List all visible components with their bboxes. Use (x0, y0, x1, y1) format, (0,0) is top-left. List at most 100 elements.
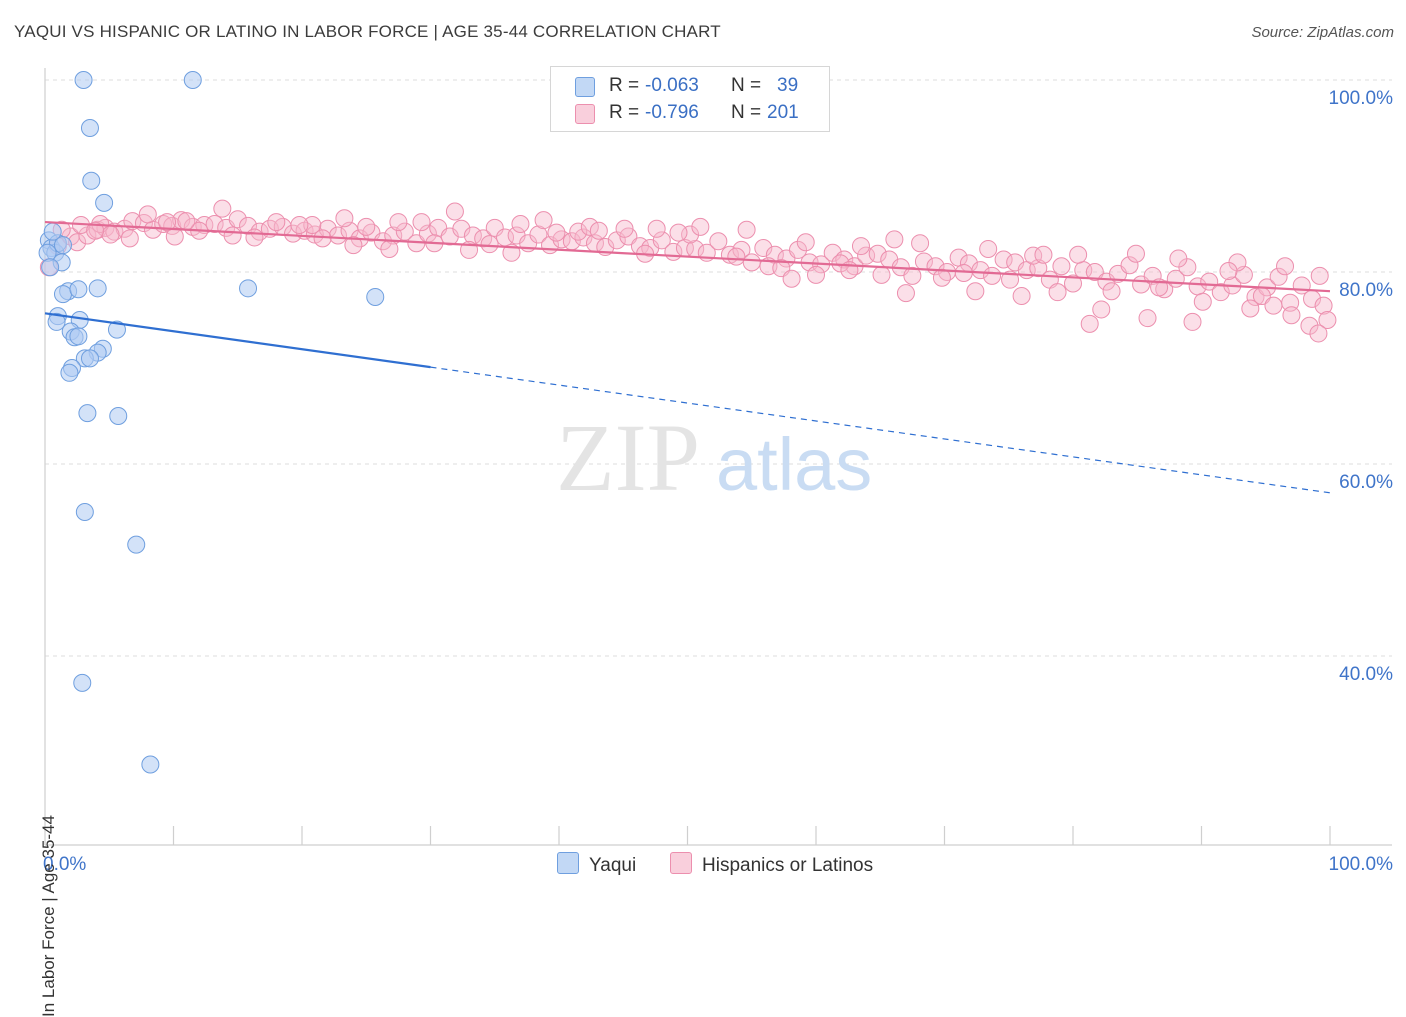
hispanic-point (452, 219, 471, 238)
hispanic-point (823, 243, 842, 262)
hispanic-point (911, 234, 930, 253)
hispanic-point (86, 221, 105, 240)
hispanic-point (138, 205, 157, 224)
hispanic-point (480, 235, 499, 254)
hispanic-point (380, 239, 399, 258)
yaqui-point (43, 222, 62, 241)
bottom-legend-yaqui: Yaqui (557, 852, 636, 877)
hispanic-legend-label: Hispanics or Latinos (702, 855, 874, 876)
hispanic-point (1310, 266, 1329, 285)
yaqui-point (69, 327, 88, 346)
legend-r-value: -0.063 (645, 75, 699, 96)
gridlines (45, 79, 1392, 657)
yaqui-point (60, 363, 79, 382)
hispanic-point (1269, 267, 1288, 286)
yaqui-point (80, 119, 99, 137)
yaqui-point (141, 755, 160, 774)
x-tick-label-min: 0.0% (43, 854, 86, 875)
hispanic-point (1169, 249, 1188, 268)
hispanic-point (223, 226, 242, 245)
legend-r-label: R = (609, 102, 640, 123)
hispanic-point (1092, 300, 1111, 319)
hispanic-point (250, 222, 269, 241)
hispanic-point (954, 263, 973, 282)
axes (44, 68, 1392, 846)
hispanic-point (395, 222, 414, 241)
hispanic-point (868, 244, 887, 263)
legend-n-value: 39 (777, 75, 799, 96)
hispanic-point (569, 222, 588, 241)
hispanic-point (1085, 263, 1104, 281)
yaqui-point (109, 407, 128, 425)
hispanic-point (979, 239, 998, 258)
hispanic-point (1318, 311, 1337, 329)
hispanic-point (1193, 292, 1212, 311)
hispanic-point (1219, 262, 1238, 281)
hispanic-point (1314, 296, 1333, 315)
y-tick-label: 40.0% (1339, 664, 1393, 685)
source-credit: Source: ZipAtlas.com (1251, 24, 1394, 41)
y-axis-label: In Labor Force | Age 35-44 (39, 815, 58, 1017)
hispanic-point (1183, 312, 1202, 331)
hispanic-point (742, 253, 761, 272)
x-tick-label-max: 100.0% (1329, 854, 1394, 875)
hispanic-point (101, 225, 120, 244)
hispanic-point (789, 240, 808, 259)
hispanic-point (303, 215, 322, 234)
hispanic-point (1264, 296, 1283, 315)
legend-r-label: R = (609, 75, 640, 96)
chart-title: YAQUI VS HISPANIC OR LATINO IN LABOR FOR… (14, 22, 721, 41)
watermark-zip: ZIP (556, 404, 700, 511)
hispanic-point (782, 269, 801, 288)
hispanic-point (615, 219, 634, 238)
hispanic-point (932, 268, 951, 287)
hispanic-point (357, 217, 376, 236)
hispanic-point (737, 220, 756, 239)
legend-r-value: -0.796 (645, 102, 699, 123)
hispanic-point (903, 266, 922, 285)
hispanic-point (1126, 244, 1145, 263)
hispanic-point (123, 212, 142, 231)
hispanic-point (267, 213, 286, 232)
hispanic-point (652, 231, 671, 250)
hispanic-point (1282, 306, 1301, 325)
hispanic-point (807, 265, 825, 284)
yaqui-legend-swatch (557, 852, 579, 874)
yaqui-point (107, 320, 126, 339)
hispanic-point (966, 282, 985, 301)
hispanic-point (502, 243, 521, 262)
hispanic-point (290, 215, 309, 234)
yaqui-point (75, 503, 94, 521)
yaqui-point (69, 280, 88, 299)
hispanic-point (896, 284, 915, 303)
hispanic-point (1034, 245, 1053, 264)
hispanic-point (872, 265, 891, 284)
yaqui-point (74, 71, 93, 89)
hispanic-point (195, 215, 214, 234)
hispanic-point (239, 216, 258, 235)
bottom-legend-hispanic: Hispanics or Latinos (670, 852, 873, 877)
hispanic-point (983, 266, 1002, 285)
hispanic-point (529, 225, 548, 244)
yaqui-point (366, 287, 385, 306)
hispanic-point (1211, 283, 1230, 302)
y-tick-label: 100.0% (1329, 88, 1394, 109)
hispanic-trend-line (44, 220, 1331, 293)
hispanic-points (39, 199, 1337, 343)
hispanic-point (1064, 274, 1082, 293)
hispanic-point (389, 213, 408, 232)
hispanic-point (245, 228, 264, 247)
hispanic-point (754, 239, 773, 257)
hispanic-point (1024, 246, 1043, 265)
hispanic-point (228, 210, 247, 229)
hispanic-point (1052, 257, 1071, 276)
hispanic-legend-swatch (670, 852, 692, 874)
hispanic-point (1001, 270, 1020, 289)
hispanic-point (534, 211, 553, 230)
hispanic-point (120, 229, 139, 248)
hispanic-point (1309, 324, 1328, 343)
hispanic-point (727, 247, 746, 266)
hispanic-point (574, 228, 593, 247)
hispanic-point (158, 213, 177, 232)
yaqui-trend-line-solid (44, 312, 431, 369)
